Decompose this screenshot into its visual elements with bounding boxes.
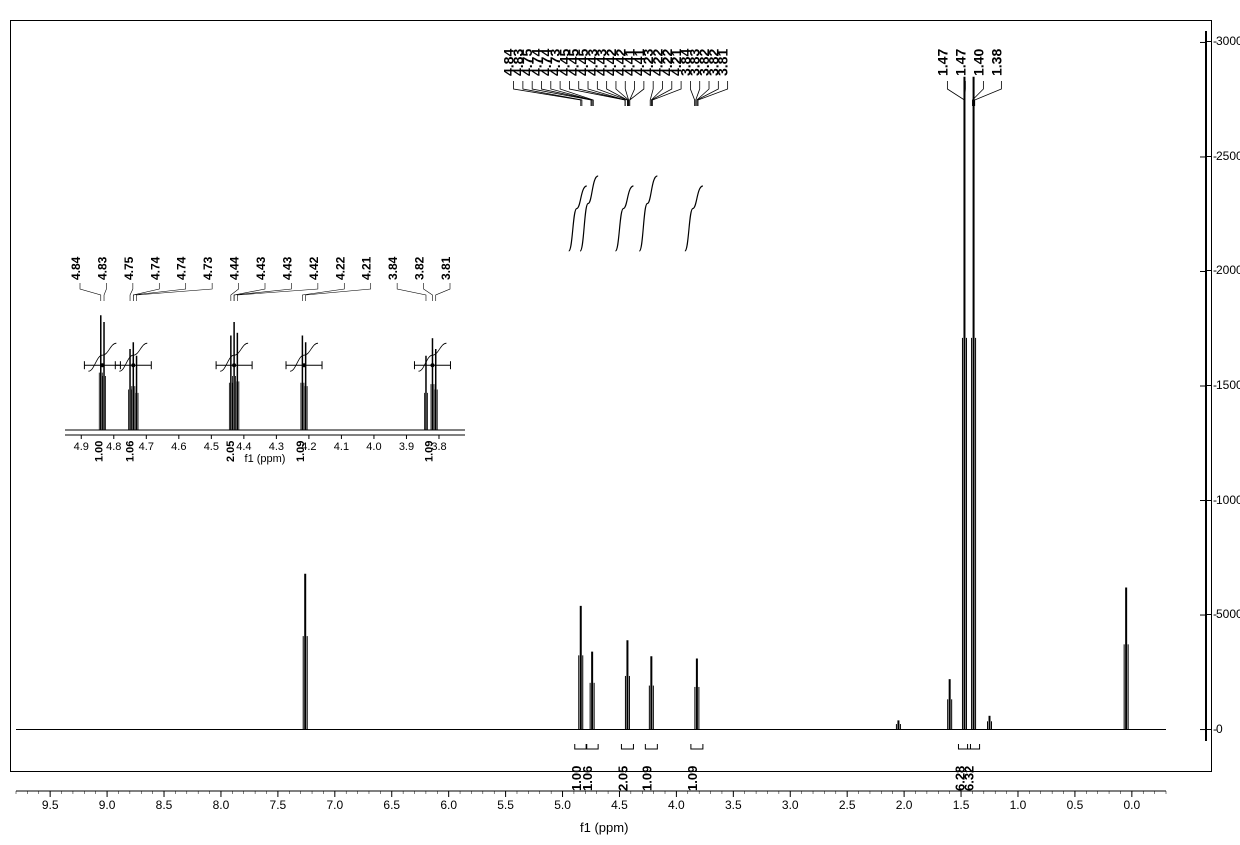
svg-text:4.6: 4.6 (171, 441, 186, 453)
svg-text:4.8: 4.8 (106, 441, 121, 453)
svg-text:1.00: 1.00 (93, 441, 105, 462)
y-tick-label: -15000 (1213, 378, 1240, 392)
svg-text:4.22: 4.22 (333, 256, 347, 280)
svg-text:3.9: 3.9 (399, 441, 414, 453)
svg-text:1.09: 1.09 (685, 766, 700, 791)
nmr-inset-plot: 1.001.062.051.091.094.844.834.754.744.74… (55, 225, 475, 465)
svg-text:4.44: 4.44 (228, 256, 242, 280)
svg-text:3.81: 3.81 (439, 256, 453, 280)
svg-text:4.84: 4.84 (69, 256, 83, 280)
svg-text:1.38: 1.38 (988, 49, 1004, 76)
svg-text:9.0: 9.0 (99, 798, 116, 811)
svg-text:4.1: 4.1 (334, 441, 349, 453)
svg-text:3.82: 3.82 (413, 256, 427, 280)
svg-text:0.5: 0.5 (1067, 798, 1084, 811)
svg-text:1.40: 1.40 (970, 49, 986, 76)
svg-text:7.5: 7.5 (270, 798, 287, 811)
svg-text:4.83: 4.83 (95, 256, 109, 280)
svg-text:4.3: 4.3 (269, 441, 284, 453)
svg-text:3.8: 3.8 (431, 441, 446, 453)
svg-text:f1 (ppm): f1 (ppm) (245, 453, 286, 465)
svg-text:6.0: 6.0 (440, 798, 457, 811)
svg-text:2.5: 2.5 (839, 798, 856, 811)
y-tick-label: -10000 (1213, 493, 1240, 507)
svg-text:1.0: 1.0 (1010, 798, 1027, 811)
svg-text:6.5: 6.5 (383, 798, 400, 811)
svg-text:8.0: 8.0 (213, 798, 230, 811)
svg-text:1.09: 1.09 (639, 766, 654, 791)
x-axis-label: f1 (ppm) (580, 820, 628, 835)
svg-text:1.47: 1.47 (934, 49, 950, 76)
y-tick-label: -5000 (1213, 607, 1240, 621)
svg-text:4.73: 4.73 (201, 256, 215, 280)
svg-text:4.74: 4.74 (175, 256, 189, 280)
svg-text:5.0: 5.0 (554, 798, 571, 811)
svg-text:4.75: 4.75 (122, 256, 136, 280)
svg-text:4.42: 4.42 (307, 256, 321, 280)
svg-text:4.5: 4.5 (204, 441, 219, 453)
svg-text:3.81: 3.81 (715, 49, 731, 76)
svg-text:4.0: 4.0 (366, 441, 381, 453)
svg-text:1.5: 1.5 (953, 798, 970, 811)
svg-text:4.4: 4.4 (236, 441, 251, 453)
svg-text:4.43: 4.43 (280, 256, 294, 280)
svg-text:0.0: 0.0 (1123, 798, 1140, 811)
y-tick-label: -20000 (1213, 263, 1240, 277)
svg-text:4.43: 4.43 (254, 256, 268, 280)
svg-text:4.9: 4.9 (74, 441, 89, 453)
svg-text:1.06: 1.06 (124, 441, 136, 462)
y-tick-label: -25000 (1213, 149, 1240, 163)
svg-text:7.0: 7.0 (326, 798, 343, 811)
svg-text:3.0: 3.0 (782, 798, 799, 811)
svg-text:4.74: 4.74 (148, 256, 162, 280)
svg-text:1.06: 1.06 (580, 766, 595, 791)
svg-text:4.0: 4.0 (668, 798, 685, 811)
svg-text:2.05: 2.05 (615, 766, 630, 791)
svg-text:3.84: 3.84 (386, 256, 400, 280)
svg-text:4.2: 4.2 (301, 441, 316, 453)
svg-text:3.5: 3.5 (725, 798, 742, 811)
svg-text:2.0: 2.0 (896, 798, 913, 811)
svg-text:9.5: 9.5 (42, 798, 59, 811)
y-tick-label: -0 (1213, 722, 1223, 736)
svg-text:8.5: 8.5 (156, 798, 173, 811)
svg-text:5.5: 5.5 (497, 798, 514, 811)
svg-text:4.21: 4.21 (360, 256, 374, 280)
svg-text:1.47: 1.47 (952, 49, 968, 76)
svg-text:4.7: 4.7 (139, 441, 154, 453)
svg-text:6.32: 6.32 (962, 766, 977, 791)
svg-text:4.5: 4.5 (611, 798, 628, 811)
y-tick-label: -30000 (1213, 34, 1240, 48)
